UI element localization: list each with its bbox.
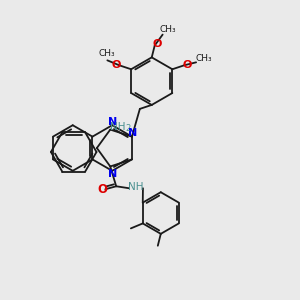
Text: O: O: [153, 40, 162, 50]
Text: CH₃: CH₃: [98, 49, 115, 58]
Text: 2: 2: [125, 124, 131, 133]
Text: N: N: [108, 169, 117, 179]
Text: N: N: [128, 128, 137, 138]
Text: O: O: [182, 60, 192, 70]
Text: NH: NH: [110, 122, 126, 132]
Text: N: N: [108, 117, 117, 127]
Text: CH₃: CH₃: [159, 25, 176, 34]
Text: O: O: [97, 183, 107, 196]
Text: CH₃: CH₃: [196, 54, 212, 63]
Text: NH: NH: [128, 182, 144, 192]
Text: O: O: [112, 60, 121, 70]
